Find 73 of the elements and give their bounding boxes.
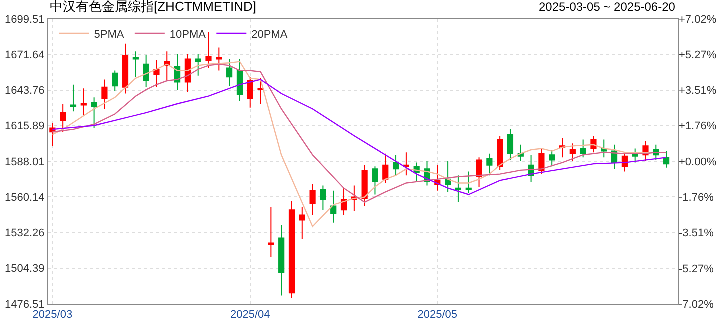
y-tick-label: 1560.14	[5, 192, 45, 204]
candlestick	[382, 153, 389, 184]
y-tick-label: 1504.39	[5, 263, 45, 276]
candlestick	[288, 200, 296, 299]
x-tick-label: 2025/03	[32, 309, 73, 320]
candlestick	[507, 129, 514, 161]
candlestick	[362, 164, 368, 207]
y2-tick-label: -3.51%	[679, 228, 714, 240]
candlestick	[497, 135, 504, 171]
line-series	[52, 64, 668, 204]
line-series	[52, 79, 668, 196]
candlestick	[102, 79, 108, 110]
candlestick	[392, 154, 400, 176]
candlestick	[403, 152, 410, 176]
y-tick-label: 1671.64	[5, 49, 45, 62]
candlestick	[466, 171, 472, 194]
x-tick-label: 2025/04	[230, 309, 270, 320]
candlestick	[455, 175, 462, 203]
candlestick	[91, 97, 98, 129]
candlestick	[570, 143, 576, 162]
candlestick	[70, 84, 77, 112]
y-tick-label: 1532.26	[5, 228, 45, 240]
candlestick	[476, 157, 482, 188]
y2-tick-label: +5.27%	[679, 49, 717, 62]
candlestick	[60, 104, 66, 133]
candlestick	[559, 138, 566, 158]
candlestick	[112, 70, 118, 92]
candlestick	[538, 148, 545, 175]
candlestick	[226, 58, 233, 87]
y-tick-label: 1699.51	[5, 14, 45, 26]
y2-tick-label: -5.27%	[679, 263, 714, 276]
candlestick	[549, 150, 556, 168]
candlestick	[143, 54, 150, 88]
candlestick	[122, 43, 129, 94]
y2-tick-label: +7.02%	[679, 14, 717, 26]
candlestick	[445, 161, 452, 193]
chart-title: 中汉有色金属综指[ZHCTMMETIND]	[50, 0, 257, 14]
candlestick	[580, 139, 586, 158]
y-tick-label: 1643.76	[5, 85, 45, 98]
y2-tick-label: -1.76%	[679, 192, 714, 204]
candlestick	[664, 150, 670, 168]
candlestick	[206, 32, 212, 69]
candlestick	[236, 58, 244, 102]
y-tick-label: 1615.89	[5, 120, 45, 133]
legend-label: 20PMA	[252, 28, 288, 41]
candlestick	[80, 88, 87, 116]
y-tick-label: 1588.01	[5, 156, 45, 168]
candlestick	[310, 184, 316, 216]
candlestick	[164, 51, 170, 82]
candlestick	[320, 185, 326, 211]
y2-tick-label: +1.76%	[679, 120, 717, 133]
candlestick	[372, 166, 378, 196]
legend-label: 5PMA	[94, 28, 125, 41]
candlestick	[247, 76, 254, 108]
legend-label: 10PMA	[170, 28, 207, 41]
candlestick	[299, 207, 306, 240]
candlestick	[216, 47, 222, 72]
candlestick	[132, 51, 139, 78]
candlestick	[601, 139, 608, 158]
y2-tick-label: -7.02%	[679, 298, 714, 311]
y-tick-label: 1476.51	[5, 298, 45, 311]
candlestick	[268, 207, 274, 258]
candlestick	[486, 153, 493, 176]
candlestick	[154, 60, 160, 88]
candlestick	[258, 78, 264, 104]
candlestick	[340, 188, 348, 216]
y2-tick-label: +3.51%	[679, 85, 717, 98]
chart-subtitle: 2025-03-05 ~ 2025-06-20	[539, 0, 676, 14]
candlestick	[278, 224, 285, 296]
candlestick	[330, 190, 337, 224]
y2-tick-label: +0.00%	[679, 156, 717, 168]
x-tick-label: 2025/05	[418, 309, 458, 320]
candlestick	[195, 54, 202, 76]
